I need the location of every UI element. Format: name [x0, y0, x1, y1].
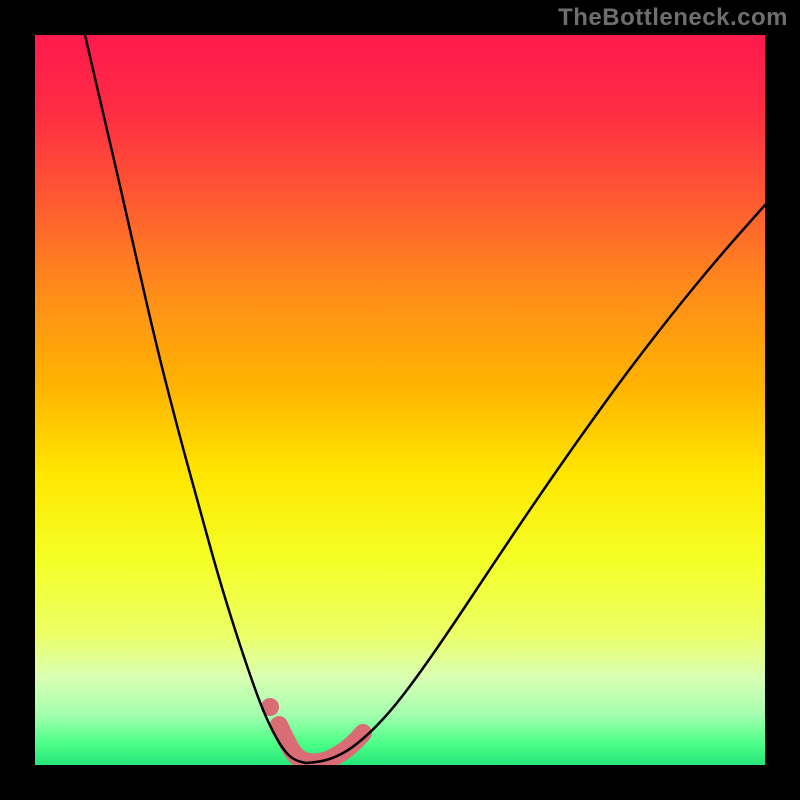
- frame-left: [0, 0, 35, 800]
- watermark-text: TheBottleneck.com: [558, 4, 788, 32]
- plot-background: [35, 35, 765, 765]
- frame-right: [765, 0, 800, 800]
- frame-bottom: [0, 765, 800, 800]
- bottleneck-chart: [0, 0, 800, 800]
